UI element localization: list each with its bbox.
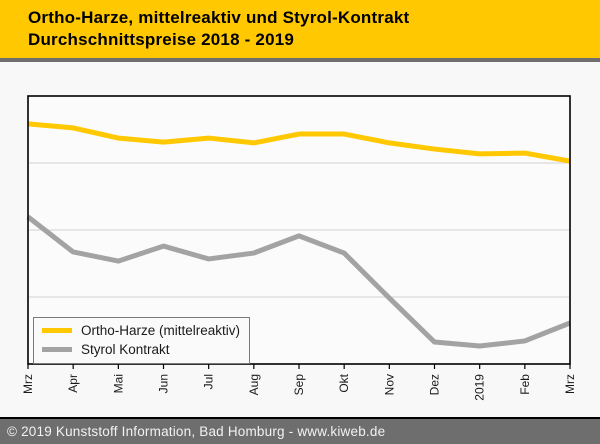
legend-item-ortho-harze: Ortho-Harze (mittelreaktiv) (42, 323, 240, 338)
styrol-kontrakt-line-swatch (42, 347, 72, 352)
x-axis-label: Sep (292, 374, 306, 396)
x-axis-label: Jun (157, 374, 171, 393)
x-axis-label: Dez (428, 374, 442, 395)
copyright-text: © 2019 Kunststoff Information, Bad Hombu… (7, 424, 386, 439)
x-axis-label: Mrz (563, 374, 577, 394)
x-axis-label: Nov (382, 374, 396, 395)
x-axis-label: Apr (66, 374, 80, 393)
legend-label-ortho-harze: Ortho-Harze (mittelreaktiv) (81, 323, 241, 338)
chart-legend: Ortho-Harze (mittelreaktiv) Styrol Kontr… (33, 317, 251, 364)
x-axis-label: Mrz (21, 374, 35, 394)
legend-item-styrol-kontrakt: Styrol Kontrakt (42, 342, 240, 357)
x-axis-label: Aug (247, 374, 261, 395)
legend-label-styrol-kontrakt: Styrol Kontrakt (81, 342, 170, 357)
ortho-harze-line-swatch (42, 328, 72, 333)
x-axis-label: Mai (111, 374, 125, 393)
page-title: Ortho-Harze, mittelreaktiv und Styrol-Ko… (0, 0, 600, 51)
title-line-1: Ortho-Harze, mittelreaktiv und Styrol-Ko… (28, 8, 410, 27)
x-axis-label: Okt (337, 373, 351, 392)
series-line-0 (27, 121, 571, 164)
x-axis-label: Feb (518, 374, 532, 395)
series-line-1 (26, 214, 571, 349)
x-axis-label: 2019 (473, 374, 487, 401)
x-axis-label: Jul (202, 374, 216, 389)
title-line-2: Durchschnittspreise 2018 - 2019 (28, 30, 295, 49)
chart-title-banner: Ortho-Harze, mittelreaktiv und Styrol-Ko… (0, 0, 600, 62)
copyright-bar: © 2019 Kunststoff Information, Bad Hombu… (0, 417, 600, 444)
